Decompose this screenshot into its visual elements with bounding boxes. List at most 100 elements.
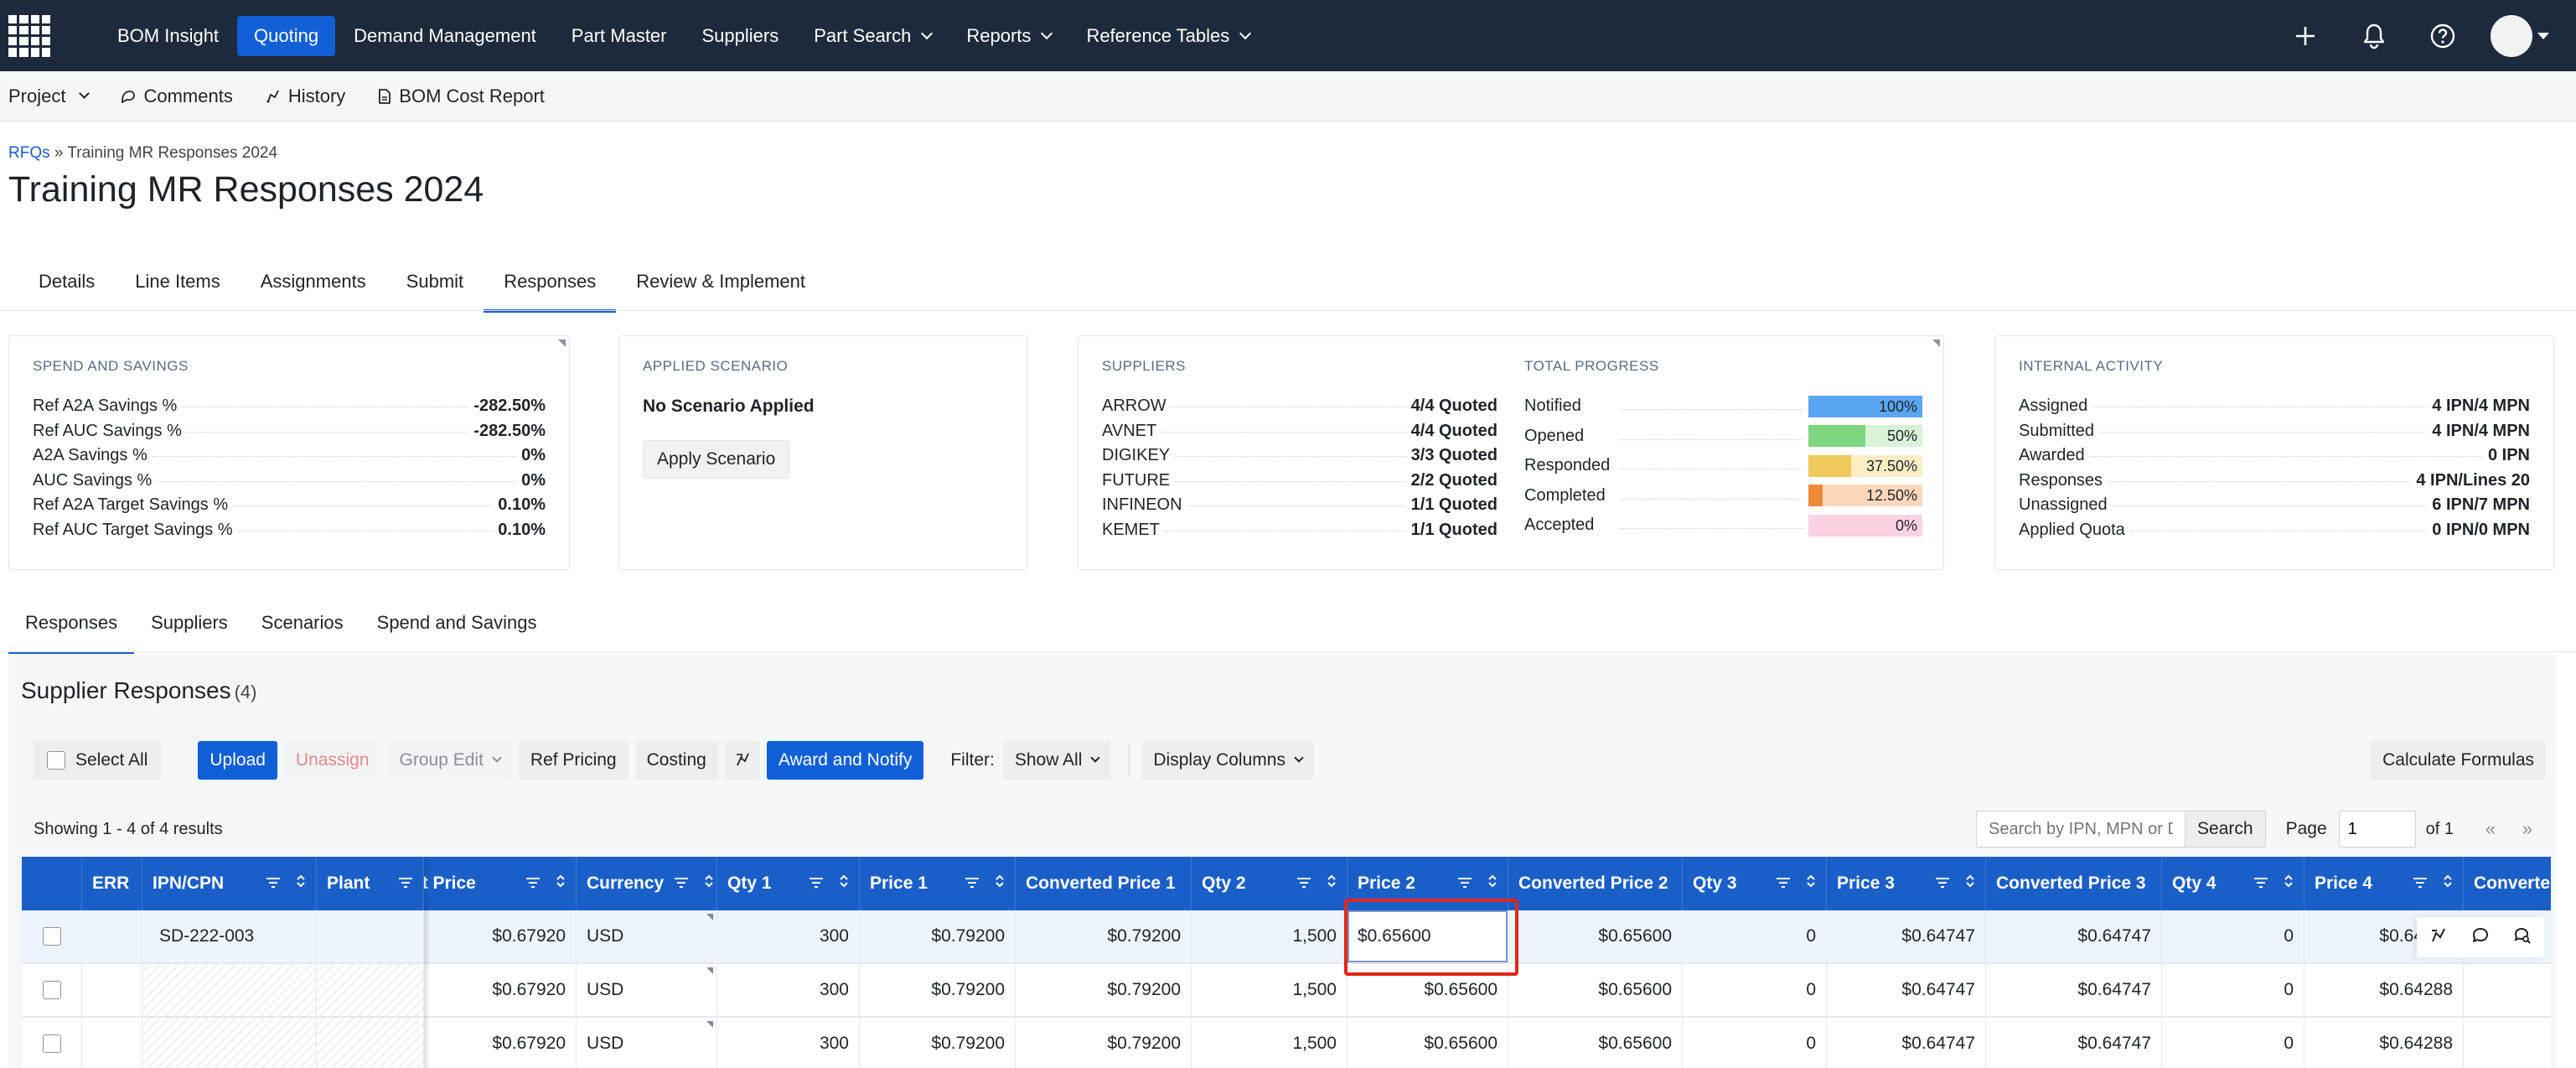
header-qty4[interactable]: Qty 4 (2162, 857, 2304, 910)
table-row[interactable]: $0.67920 USD 300 $0.79200 $0.79200 1,500 $0.65… (22, 964, 2551, 1018)
history-log-button[interactable] (724, 741, 760, 780)
cell-conv1[interactable]: $0.79200 (1016, 964, 1192, 1017)
avatar-caret-icon[interactable] (2537, 32, 2549, 39)
cell-price1[interactable]: $0.79200 (860, 910, 1016, 963)
cell-err[interactable] (82, 910, 142, 963)
search-comment-icon[interactable] (2512, 925, 2532, 950)
cell-price1[interactable]: $0.79200 (860, 964, 1016, 1017)
table-row[interactable]: SD-222-003 $0.67920 USD 300 $0.79200 $0.79200… (22, 910, 2551, 964)
cell-qty4[interactable]: 0 (2162, 964, 2304, 1017)
header-plant[interactable]: Plant (317, 857, 424, 910)
user-avatar[interactable] (2491, 14, 2532, 57)
sort-icon[interactable] (1487, 874, 1497, 894)
cell-currency[interactable]: USD (577, 964, 717, 1017)
cell-currency[interactable]: USD (577, 910, 717, 963)
cell-cb[interactable] (22, 964, 82, 1017)
cell-conv4[interactable]: $0.64288 (2464, 1018, 2551, 1068)
cell-conv3[interactable]: $0.64747 (1986, 910, 2162, 963)
sort-icon[interactable] (296, 874, 306, 894)
comment-icon[interactable] (2470, 925, 2491, 950)
cell-target-price[interactable]: $0.67920 (424, 964, 577, 1017)
cell-qty1[interactable]: 300 (717, 964, 860, 1017)
cell-price3[interactable]: $0.64747 (1827, 1018, 1986, 1068)
bom-cost-report-link[interactable]: BOM Cost Report (377, 86, 545, 107)
group-edit-dropdown[interactable]: Group Edit (387, 741, 512, 780)
header-currency[interactable]: Currency (577, 857, 717, 910)
cell-conv2[interactable]: $0.65600 (1508, 1018, 1683, 1068)
nav-part-master[interactable]: Part Master (555, 16, 684, 56)
apply-scenario-button[interactable]: Apply Scenario (643, 440, 790, 479)
award-notify-button[interactable]: Award and Notify (766, 741, 924, 780)
cell-price4[interactable]: $0.64288 (2304, 1018, 2464, 1068)
cell-conv3[interactable]: $0.64747 (1986, 964, 2162, 1017)
cell-ipn[interactable] (142, 964, 317, 1017)
cell-price2[interactable]: $0.65600 (1347, 910, 1508, 963)
tab-assignments[interactable]: Assignments (260, 271, 366, 292)
calculate-formulas-button[interactable]: Calculate Formulas (2371, 741, 2546, 780)
sort-icon[interactable] (995, 874, 1005, 894)
header-qty3[interactable]: Qty 3 (1683, 857, 1827, 910)
header-qty2[interactable]: Qty 2 (1192, 857, 1347, 910)
app-grid-icon[interactable] (8, 14, 50, 57)
cell-ipn[interactable]: SD-222-003 (142, 910, 317, 963)
page-number-input[interactable] (2338, 811, 2416, 848)
header-price4[interactable]: Price 4 (2304, 857, 2464, 910)
cell-price2[interactable]: $0.65600 (1347, 964, 1508, 1017)
cell-qty3[interactable]: 0 (1683, 1018, 1827, 1068)
card-corner-icon[interactable] (1932, 340, 1940, 347)
cell-qty2[interactable]: 1,500 (1192, 964, 1347, 1017)
add-icon[interactable] (2284, 15, 2326, 57)
section-tab-responses[interactable]: Responses (8, 595, 135, 656)
history-icon[interactable] (2429, 925, 2449, 950)
checkbox[interactable] (47, 751, 65, 770)
help-icon[interactable] (2422, 15, 2464, 57)
cell-plant[interactable] (317, 964, 424, 1017)
header-ipn[interactable]: IPN/CPN (142, 857, 317, 910)
cell-conv4[interactable]: $0.64288 (2464, 964, 2551, 1017)
sort-icon[interactable] (839, 874, 849, 894)
sort-icon[interactable] (1965, 874, 1975, 894)
sort-icon[interactable] (1327, 874, 1337, 894)
cell-qty4[interactable]: 0 (2162, 1018, 2304, 1068)
cell-price2[interactable]: $0.65600 (1347, 1018, 1508, 1068)
sort-icon[interactable] (2284, 874, 2294, 894)
section-tab-scenarios[interactable]: Scenarios (261, 612, 344, 633)
cell-err[interactable] (82, 964, 142, 1017)
unassign-button[interactable]: Unassign (283, 741, 381, 780)
tab-line-items[interactable]: Line Items (135, 271, 220, 292)
cell-qty3[interactable]: 0 (1683, 910, 1827, 963)
ref-pricing-button[interactable]: Ref Pricing (518, 741, 628, 780)
upload-button[interactable]: Upload (198, 741, 277, 780)
filter-icon[interactable] (525, 874, 541, 894)
cell-conv2[interactable]: $0.65600 (1508, 964, 1683, 1017)
search-input[interactable] (1976, 811, 2186, 848)
cell-price4[interactable]: $0.64288 (2304, 964, 2464, 1017)
cell-cb[interactable] (22, 910, 82, 963)
filter-dropdown[interactable]: Show All (1002, 741, 1111, 780)
cell-ipn[interactable] (142, 1018, 317, 1068)
cell-target-price[interactable]: $0.67920 (424, 910, 577, 963)
filter-icon[interactable] (2253, 874, 2268, 894)
sort-icon[interactable] (1806, 874, 1816, 894)
cell-price1[interactable]: $0.79200 (860, 1018, 1016, 1068)
cell-conv2[interactable]: $0.65600 (1508, 910, 1683, 963)
cell-plant[interactable] (317, 910, 424, 963)
tab-details[interactable]: Details (39, 271, 96, 292)
cell-qty4[interactable]: 0 (2162, 910, 2304, 963)
cell-conv1[interactable]: $0.79200 (1016, 1018, 1192, 1068)
filter-icon[interactable] (1457, 874, 1472, 894)
nav-quoting[interactable]: Quoting (237, 15, 336, 56)
project-dropdown[interactable]: Project (8, 86, 91, 107)
header-target-price[interactable]: Target Price (424, 857, 577, 910)
filter-icon[interactable] (398, 874, 413, 894)
sort-icon[interactable] (2443, 874, 2453, 894)
row-checkbox[interactable] (42, 981, 61, 999)
section-tab-spend-savings[interactable]: Spend and Savings (376, 612, 537, 633)
cell-conv3[interactable]: $0.64747 (1986, 1018, 2162, 1068)
cell-target-price[interactable]: $0.67920 (424, 1018, 577, 1068)
row-checkbox[interactable] (42, 927, 61, 946)
tab-responses[interactable]: Responses (484, 256, 617, 313)
filter-icon[interactable] (266, 874, 281, 894)
card-corner-icon[interactable] (558, 340, 566, 347)
costing-button[interactable]: Costing (634, 741, 718, 780)
